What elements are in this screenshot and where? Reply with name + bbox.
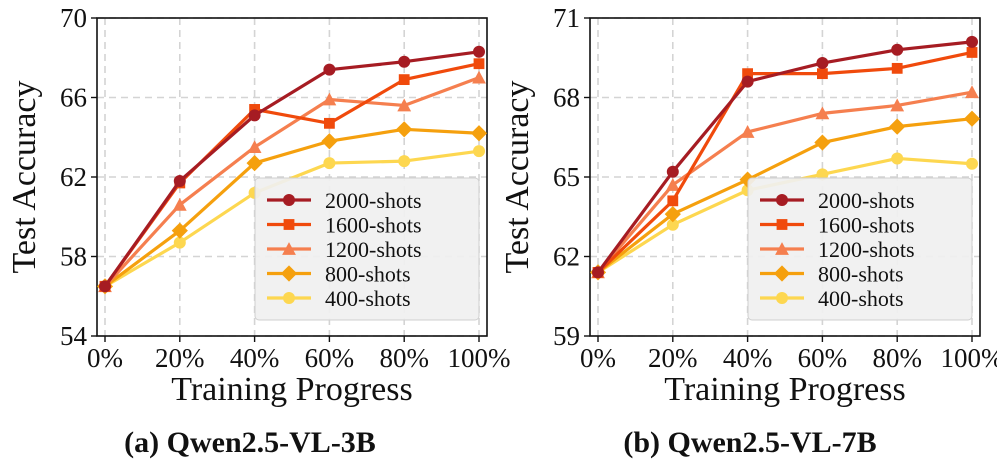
- x-tick-label: 80%: [379, 343, 429, 373]
- y-tick-label: 62: [553, 242, 580, 272]
- data-point-2000-shots: [323, 64, 335, 76]
- data-point-1600-shots: [474, 58, 485, 69]
- legend-marker: [284, 219, 295, 230]
- data-point-2000-shots: [816, 57, 828, 69]
- data-point-2000-shots: [249, 109, 261, 121]
- data-point-800-shots: [321, 133, 337, 149]
- data-point-400-shots: [473, 145, 485, 157]
- y-tick-label: 70: [60, 3, 87, 33]
- x-axis-label: Training Progress: [171, 371, 413, 408]
- y-tick-label: 66: [60, 83, 87, 113]
- legend-label: 400-shots: [325, 286, 411, 311]
- data-point-1600-shots: [892, 63, 903, 74]
- legend-marker: [776, 292, 788, 304]
- data-point-400-shots: [398, 155, 410, 167]
- legend-label: 1600-shots: [818, 213, 915, 238]
- y-tick-label: 71: [553, 3, 580, 33]
- legend-marker: [776, 194, 788, 206]
- panel-caption: (a) Qwen2.5-VL-3B: [124, 426, 376, 459]
- data-point-2000-shots: [667, 166, 679, 178]
- data-point-800-shots: [964, 111, 980, 127]
- legend-label: 1200-shots: [818, 237, 915, 262]
- data-point-1600-shots: [667, 195, 678, 206]
- data-point-2000-shots: [966, 36, 978, 48]
- x-tick-label: 40%: [230, 343, 280, 373]
- data-point-1200-shots: [472, 71, 486, 84]
- x-tick-label: 60%: [305, 343, 355, 373]
- data-point-800-shots: [471, 125, 487, 141]
- y-tick-label: 65: [553, 162, 580, 192]
- data-point-1600-shots: [324, 118, 335, 129]
- data-point-1600-shots: [967, 47, 978, 58]
- legend-marker: [283, 194, 295, 206]
- x-tick-label: 20%: [155, 343, 205, 373]
- panel-caption: (b) Qwen2.5-VL-7B: [623, 426, 876, 459]
- y-tick-label: 59: [553, 321, 580, 351]
- legend-label: 1200-shots: [325, 237, 422, 262]
- data-point-2000-shots: [99, 280, 111, 292]
- x-tick-label: 100%: [941, 343, 997, 373]
- data-point-800-shots: [814, 134, 830, 150]
- data-point-800-shots: [889, 119, 905, 135]
- legend: 2000-shots1600-shots1200-shots800-shots4…: [255, 178, 479, 320]
- y-tick-label: 58: [60, 242, 87, 272]
- data-point-2000-shots: [398, 56, 410, 68]
- x-tick-label: 100%: [448, 343, 511, 373]
- data-point-1600-shots: [399, 74, 410, 85]
- x-axis-label: Training Progress: [664, 371, 906, 408]
- data-point-2000-shots: [174, 175, 186, 187]
- legend-label: 400-shots: [818, 286, 904, 311]
- y-tick-label: 62: [60, 162, 87, 192]
- x-tick-label: 40%: [723, 343, 773, 373]
- data-point-2000-shots: [473, 46, 485, 58]
- data-point-800-shots: [396, 121, 412, 137]
- data-point-2000-shots: [742, 76, 754, 88]
- data-point-1600-shots: [817, 68, 828, 79]
- legend-label: 800-shots: [325, 262, 411, 287]
- x-tick-label: 80%: [872, 343, 922, 373]
- data-point-400-shots: [891, 152, 903, 164]
- legend-label: 800-shots: [818, 262, 904, 287]
- data-point-400-shots: [966, 158, 978, 170]
- legend-label: 2000-shots: [818, 188, 915, 213]
- y-tick-label: 54: [60, 321, 88, 351]
- x-tick-label: 0%: [580, 343, 616, 373]
- data-point-1200-shots: [248, 140, 262, 153]
- data-point-2000-shots: [891, 44, 903, 56]
- legend: 2000-shots1600-shots1200-shots800-shots4…: [748, 178, 972, 320]
- legend-label: 1600-shots: [325, 213, 422, 238]
- panel-qwen2.5-vl-7b: 0% 20% 40% 60% 80% 100% 59 62 65 68 71 Training Pro…: [499, 3, 997, 459]
- y-tick-label: 68: [553, 83, 580, 113]
- legend-label: 2000-shots: [325, 188, 422, 213]
- data-point-400-shots: [323, 157, 335, 169]
- legend-marker: [283, 292, 295, 304]
- y-axis-label: Test Accuracy: [6, 80, 43, 273]
- x-tick-label: 0%: [87, 343, 123, 373]
- y-axis-label: Test Accuracy: [499, 80, 536, 273]
- x-tick-label: 20%: [648, 343, 698, 373]
- panel-qwen2.5-vl-3b: 0% 20% 40% 60% 80% 100% 54 58 62 66 70 Training Pro…: [6, 3, 511, 459]
- data-point-2000-shots: [592, 266, 604, 278]
- legend-marker: [777, 219, 788, 230]
- x-tick-label: 60%: [798, 343, 848, 373]
